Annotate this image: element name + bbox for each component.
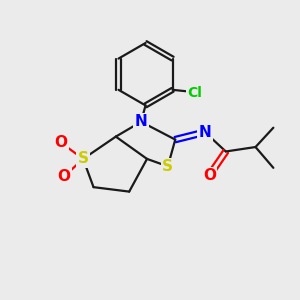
Text: N: N (135, 114, 148, 129)
Text: N: N (199, 125, 212, 140)
Text: S: S (78, 152, 88, 166)
Text: O: O (203, 168, 216, 183)
Text: O: O (57, 169, 70, 184)
Text: O: O (54, 135, 67, 150)
Text: S: S (162, 159, 173, 174)
Text: Cl: Cl (188, 86, 202, 100)
